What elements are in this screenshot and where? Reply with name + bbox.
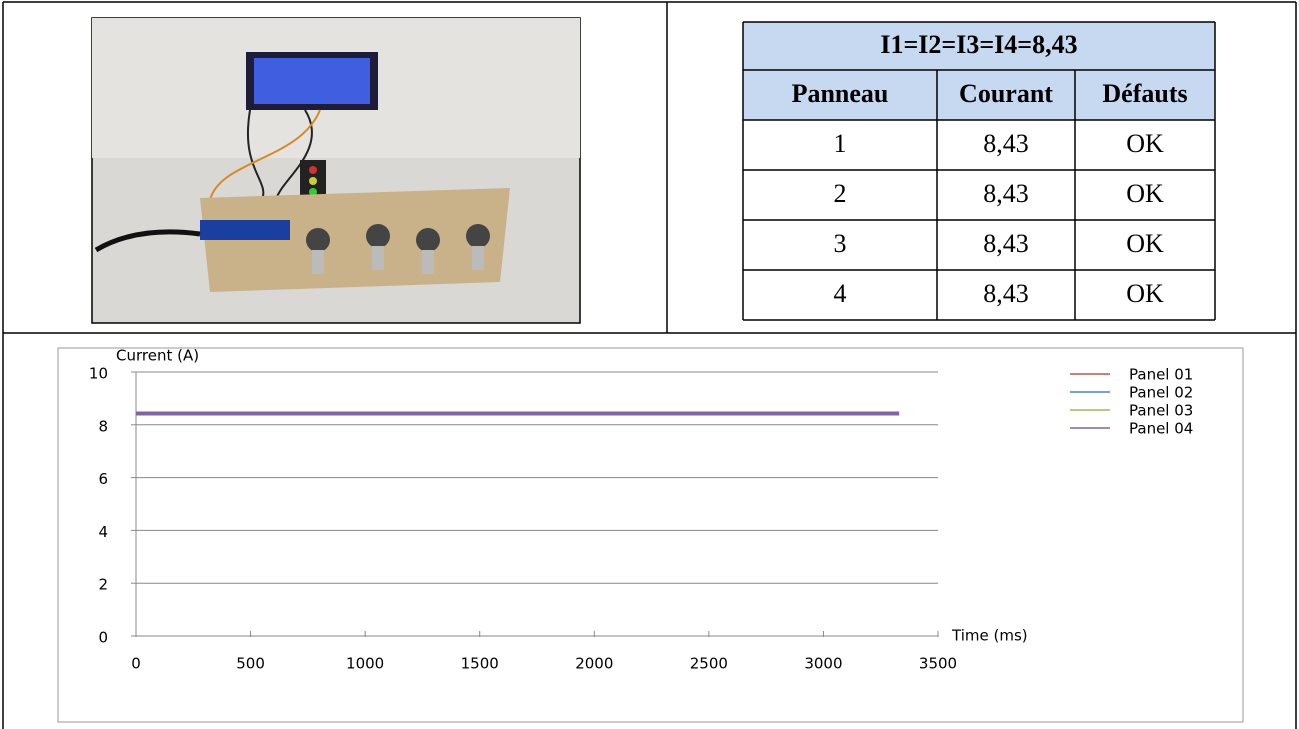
x-tick-label: 3000 [804, 655, 842, 673]
table-cell: 8,43 [983, 179, 1029, 208]
column-header: Courant [959, 79, 1053, 108]
x-axis-title: Time (ms) [951, 627, 1028, 645]
legend-label: Panel 04 [1129, 420, 1193, 438]
x-tick-label: 1500 [461, 655, 499, 673]
y-tick-label: 2 [98, 576, 108, 594]
table-cell: 3 [834, 229, 847, 258]
y-tick-label: 0 [98, 629, 108, 647]
x-tick-label: 0 [131, 655, 141, 673]
table-cell: 4 [834, 279, 847, 308]
x-tick-label: 2000 [575, 655, 613, 673]
table-cell: 8,43 [983, 279, 1029, 308]
table-cell: 1 [834, 129, 847, 158]
x-tick-label: 500 [236, 655, 265, 673]
chart: 0 2 4 6 8 10 0 500 1000 1500 2000 2500 3000 3500 Curre… [89, 347, 1193, 673]
y-tick-label: 6 [98, 470, 108, 488]
legend-label: Panel 01 [1129, 366, 1193, 384]
x-tick-label: 3500 [919, 655, 957, 673]
photo [92, 18, 580, 323]
table-title: I1=I2=I3=I4=8,43 [880, 30, 1077, 59]
table-cell: OK [1126, 279, 1164, 308]
legend-label: Panel 03 [1129, 402, 1193, 420]
table-cell: 8,43 [983, 129, 1029, 158]
legend-label: Panel 02 [1129, 384, 1193, 402]
column-header: Panneau [792, 79, 889, 108]
column-header: Défauts [1102, 79, 1187, 108]
x-tick-label: 2500 [690, 655, 728, 673]
y-tick-label: 10 [89, 365, 108, 383]
x-tick-label: 1000 [346, 655, 384, 673]
y-axis-title: Current (A) [116, 347, 199, 365]
y-tick-label: 4 [98, 523, 108, 541]
table-cell: 2 [834, 179, 847, 208]
summary-table: I1=I2=I3=I4=8,43 Panneau Courant Défauts 1 8,… [743, 22, 1215, 320]
page: I1=I2=I3=I4=8,43 Panneau Courant Défauts 1 8,… [0, 0, 1299, 729]
table-cell: OK [1126, 129, 1164, 158]
table-cell: OK [1126, 229, 1164, 258]
table-cell: 8,43 [983, 229, 1029, 258]
y-tick-label: 8 [98, 417, 108, 435]
table-cell: OK [1126, 179, 1164, 208]
